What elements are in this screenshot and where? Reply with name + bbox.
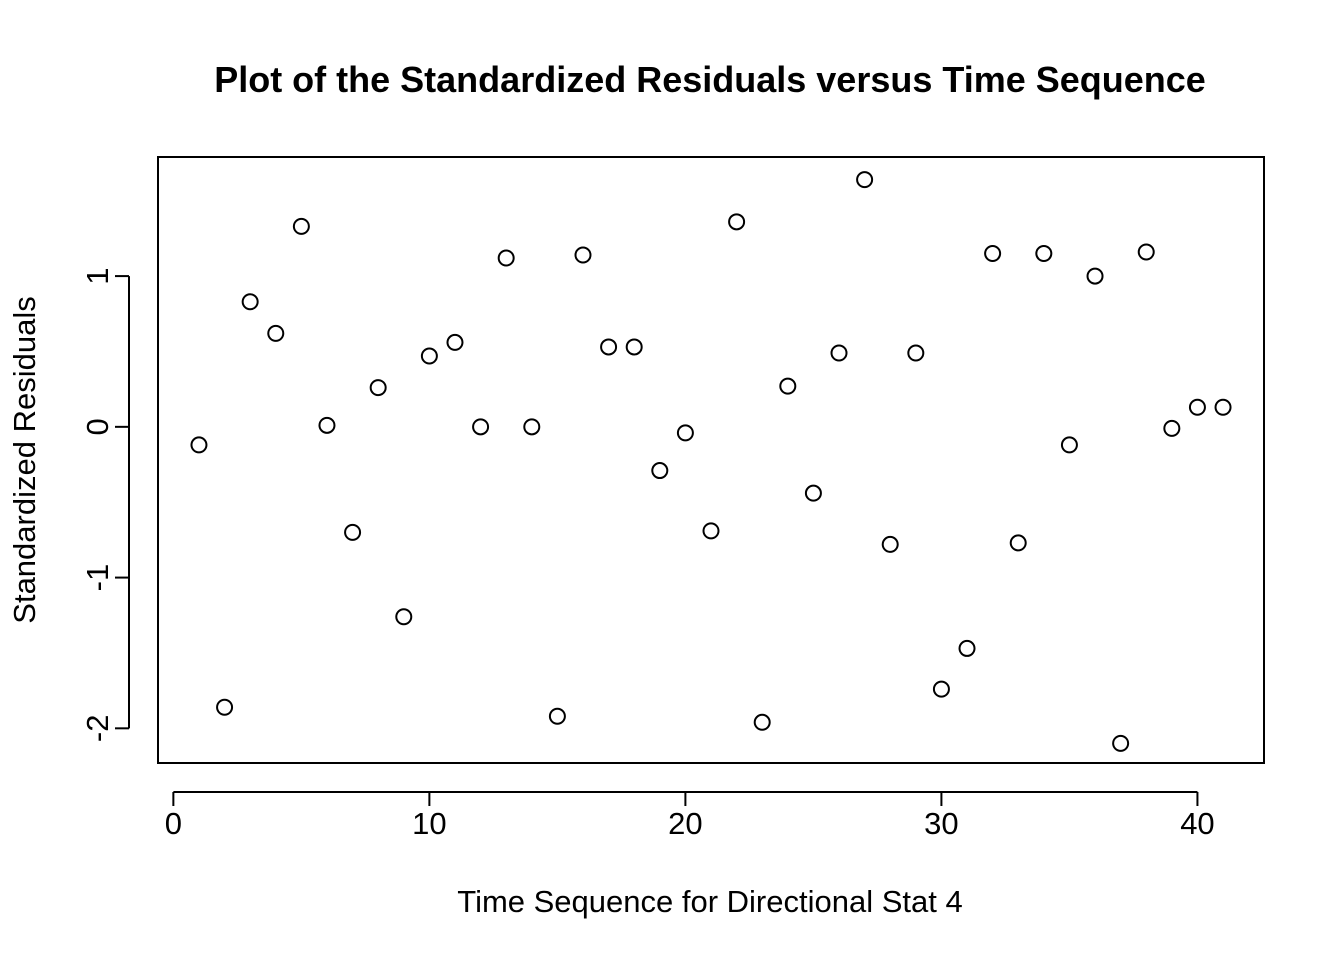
data-point (651, 462, 669, 480)
data-point (753, 713, 771, 731)
data-points (190, 171, 1232, 752)
y-tick-label: 1 (80, 267, 115, 284)
data-point (1060, 436, 1078, 454)
data-point (932, 680, 950, 698)
data-point (728, 213, 746, 231)
y-tick-label: 0 (80, 418, 115, 435)
data-point (676, 424, 694, 442)
x-tick-label: 10 (412, 806, 446, 841)
data-point (1086, 267, 1104, 285)
data-point (1163, 419, 1181, 437)
y-axis: -2 -1 0 1 (80, 267, 130, 743)
data-point (1035, 244, 1053, 262)
x-tick-label: 30 (924, 806, 958, 841)
data-point (856, 171, 874, 189)
data-point (344, 523, 362, 541)
plot-frame (157, 156, 1265, 764)
chart-title: Plot of the Standardized Residuals versu… (214, 59, 1206, 100)
data-point (779, 377, 797, 395)
data-point (548, 707, 566, 725)
data-point (241, 293, 259, 311)
data-point (1112, 734, 1130, 752)
x-tick-label: 20 (668, 806, 702, 841)
data-point (216, 698, 234, 716)
data-point (1137, 243, 1155, 261)
x-tick-label: 40 (1180, 806, 1214, 841)
data-point (958, 639, 976, 657)
data-point (318, 416, 336, 434)
data-point (190, 436, 208, 454)
data-point (881, 535, 899, 553)
y-tick-label: -2 (80, 715, 115, 743)
data-point (1009, 534, 1027, 552)
x-tick-label: 0 (165, 806, 182, 841)
data-point (472, 418, 490, 436)
data-point (420, 347, 438, 365)
data-point (830, 344, 848, 362)
data-point (804, 484, 822, 502)
data-point (574, 246, 592, 264)
data-point (497, 249, 515, 267)
data-point (702, 522, 720, 540)
y-axis-label: Standardized Residuals (7, 296, 42, 623)
x-axis: 0 10 20 30 40 (165, 791, 1215, 841)
data-point (1188, 398, 1206, 416)
data-point (1214, 398, 1232, 416)
data-point (907, 344, 925, 362)
data-point (984, 244, 1002, 262)
data-point (267, 324, 285, 342)
data-point (446, 333, 464, 351)
data-point (395, 608, 413, 626)
data-point (292, 217, 310, 235)
y-tick-label: -1 (80, 564, 115, 592)
data-point (369, 379, 387, 397)
data-point (625, 338, 643, 356)
data-point (523, 418, 541, 436)
x-axis-label: Time Sequence for Directional Stat 4 (457, 884, 962, 919)
data-point (600, 338, 618, 356)
